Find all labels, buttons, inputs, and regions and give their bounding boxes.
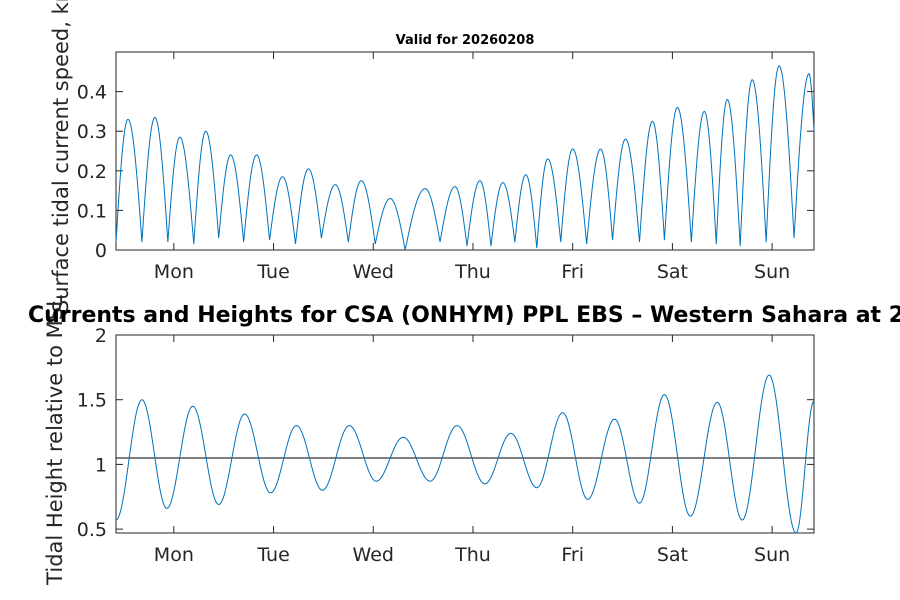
current-speed-ytick-label: 0.1 xyxy=(77,200,107,222)
tidal-height-axes-box xyxy=(115,334,815,534)
tidal-height-panel: 0.5 1 1.5 2 Mon Tue Wed Thu Fri Sat Sun Tidal Hei… xyxy=(43,295,815,586)
tidal-height-xtick-label: Wed xyxy=(353,544,394,566)
current-speed-xtick-label: Thu xyxy=(454,261,491,283)
tidal-height-ytick-label: 2 xyxy=(95,325,107,347)
current-speed-xtick-label: Tue xyxy=(256,261,289,283)
current-speed-series-line xyxy=(115,65,815,251)
current-speed-ytick-label: 0.4 xyxy=(77,82,107,104)
tidal-height-xtick-label: Sun xyxy=(754,544,790,566)
current-speed-xtick-label: Sat xyxy=(657,261,688,283)
current-speed-xtick-label: Mon xyxy=(154,261,194,283)
tidal-height-series-line xyxy=(115,374,815,534)
tidal-height-ytick-label: 0.5 xyxy=(77,519,107,541)
tidal-height-xtick-label: Tue xyxy=(256,544,289,566)
tidal-height-xtick-label: Mon xyxy=(154,544,194,566)
current-speed-ytick-label: 0.3 xyxy=(77,121,107,143)
tidal-height-ylabel: Tidal Height relative to MSL xyxy=(43,295,67,586)
current-speed-title: Valid for 20260208 xyxy=(396,33,535,48)
tidal-height-y-ticks: 0.5 1 1.5 2 xyxy=(77,325,814,541)
current-speed-ytick-label: 0 xyxy=(95,240,107,262)
current-speed-xtick-label: Fri xyxy=(561,261,584,283)
current-speed-y-ticks: 0 0.1 0.2 0.3 0.4 xyxy=(77,82,814,262)
current-speed-x-ticks: Mon Tue Wed Thu Fri Sat Sun xyxy=(154,52,790,283)
current-speed-ylabel: Surface tidal current speed, kn xyxy=(49,0,73,313)
tidal-height-xtick-label: Fri xyxy=(561,544,584,566)
current-speed-ytick-label: 0.2 xyxy=(77,161,107,183)
current-speed-panel: Valid for 20260208 0 0.1 0.2 0.3 0.4 Mon Tue W… xyxy=(49,0,815,313)
tidal-height-xtick-label: Sat xyxy=(657,544,688,566)
tidal-height-ytick-label: 1.5 xyxy=(77,390,107,412)
current-speed-xtick-label: Wed xyxy=(353,261,394,283)
current-speed-xtick-label: Sun xyxy=(754,261,790,283)
figure-main-title: Currents and Heights for CSA (ONHYM) PPL… xyxy=(28,303,900,328)
tidal-height-x-ticks: Mon Tue Wed Thu Fri Sat Sun xyxy=(154,335,790,566)
tidal-height-ytick-label: 1 xyxy=(95,454,107,476)
tidal-height-xtick-label: Thu xyxy=(454,544,491,566)
